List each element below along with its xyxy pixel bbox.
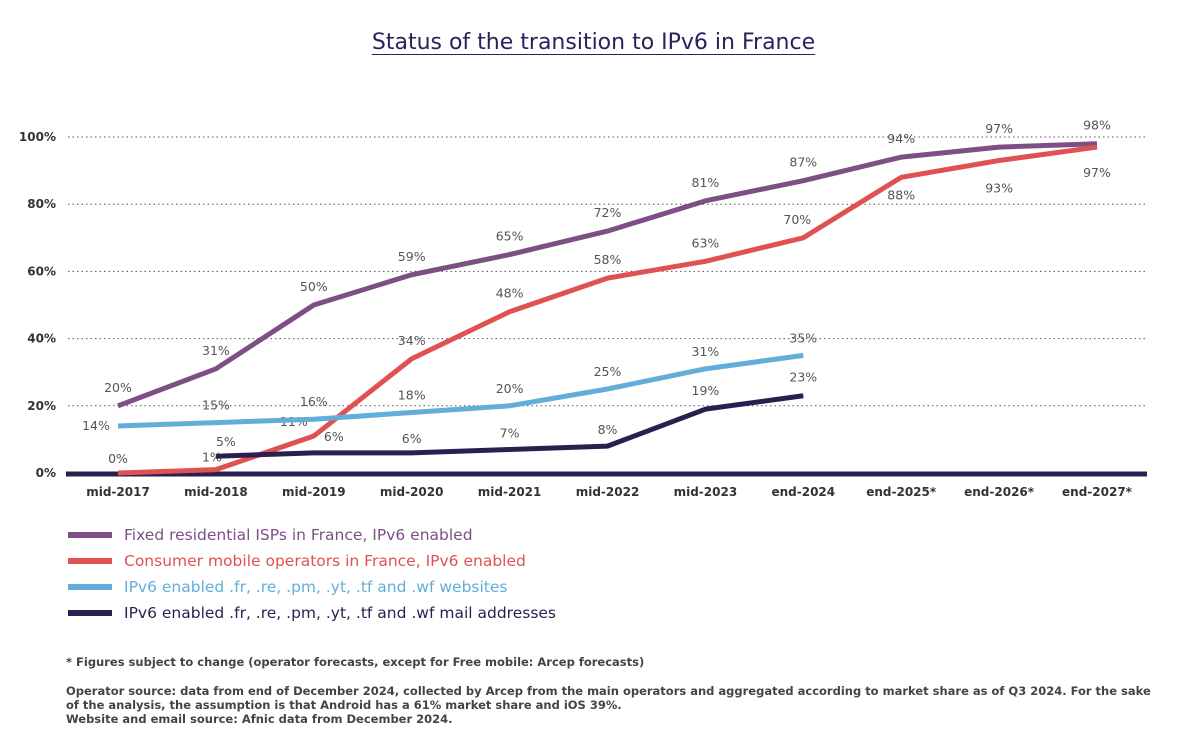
x-tick-label: mid-2022 bbox=[576, 485, 640, 499]
data-label: 59% bbox=[398, 249, 426, 264]
series-line-1 bbox=[117, 144, 1098, 476]
data-label: 7% bbox=[500, 425, 520, 440]
x-tick-label: mid-2019 bbox=[282, 485, 346, 499]
data-label: 65% bbox=[496, 229, 524, 244]
legend-item: Fixed residential ISPs in France, IPv6 e… bbox=[68, 522, 556, 548]
data-label: 35% bbox=[789, 330, 817, 345]
data-label: 63% bbox=[692, 235, 720, 250]
data-label: 6% bbox=[324, 429, 344, 444]
series-line-0 bbox=[117, 141, 1098, 409]
y-tick-label: 0% bbox=[36, 466, 56, 480]
data-label: 98% bbox=[1083, 118, 1111, 133]
data-label: 16% bbox=[300, 394, 328, 409]
data-label: 25% bbox=[594, 364, 622, 379]
line-chart: 0% 20% 40% 60% 80% 100% mid-2017 mid-2018 mid-20… bbox=[19, 118, 1147, 499]
legend-label: Consumer mobile operators in France, IPv… bbox=[124, 552, 526, 570]
x-tick-label: mid-2017 bbox=[86, 485, 150, 499]
legend-swatch bbox=[68, 558, 112, 564]
y-tick-label: 60% bbox=[27, 264, 56, 278]
data-label: 31% bbox=[692, 344, 720, 359]
legend-item: IPv6 enabled .fr, .re, .pm, .yt, .tf and… bbox=[68, 574, 556, 600]
data-label: 8% bbox=[598, 422, 618, 437]
data-label: 87% bbox=[789, 155, 817, 170]
data-label: 0% bbox=[108, 451, 128, 466]
operator-source-note: Operator source: data from end of Decemb… bbox=[66, 684, 1151, 712]
data-label: 1% bbox=[202, 450, 222, 465]
data-label: 97% bbox=[1083, 165, 1111, 180]
x-tick-label: mid-2018 bbox=[184, 485, 248, 499]
y-tick-label: 40% bbox=[27, 332, 56, 346]
data-label: 14% bbox=[82, 418, 110, 433]
x-tick-label: end-2025* bbox=[866, 485, 937, 499]
y-tick-label: 20% bbox=[27, 399, 56, 413]
legend-swatch bbox=[68, 532, 112, 538]
data-label: 6% bbox=[402, 431, 422, 446]
x-tick-label: end-2026* bbox=[964, 485, 1035, 499]
legend-swatch bbox=[68, 610, 112, 616]
legend-label: IPv6 enabled .fr, .re, .pm, .yt, .tf and… bbox=[124, 578, 508, 596]
series-line-2 bbox=[117, 352, 804, 429]
legend-swatch bbox=[68, 584, 112, 590]
y-tick-label: 100% bbox=[19, 130, 56, 144]
data-label: 97% bbox=[985, 121, 1013, 136]
legend-label: IPv6 enabled .fr, .re, .pm, .yt, .tf and… bbox=[124, 604, 557, 622]
data-label: 81% bbox=[692, 175, 720, 190]
x-tick-label: mid-2023 bbox=[674, 485, 738, 499]
data-label: 20% bbox=[496, 381, 524, 396]
data-label: 70% bbox=[783, 212, 811, 227]
data-label: 31% bbox=[202, 343, 230, 358]
x-tick-label: end-2024 bbox=[771, 485, 835, 499]
data-label: 5% bbox=[216, 434, 236, 449]
legend: Fixed residential ISPs in France, IPv6 e… bbox=[68, 522, 556, 626]
y-tick-label: 80% bbox=[27, 197, 56, 211]
data-label: 58% bbox=[594, 252, 622, 267]
data-label: 93% bbox=[985, 181, 1013, 196]
chart-title: Status of the transition to IPv6 in Fran… bbox=[371, 30, 816, 55]
data-label: 23% bbox=[789, 370, 817, 385]
data-label: 94% bbox=[887, 131, 915, 146]
data-label: 72% bbox=[594, 205, 622, 220]
web-source-note: Website and email source: Afnic data fro… bbox=[66, 712, 453, 726]
forecast-note: * Figures subject to change (operator fo… bbox=[66, 655, 645, 669]
data-label: 18% bbox=[398, 388, 426, 403]
data-label: 15% bbox=[202, 398, 230, 413]
legend-item: Consumer mobile operators in France, IPv… bbox=[68, 548, 556, 574]
legend-item: IPv6 enabled .fr, .re, .pm, .yt, .tf and… bbox=[68, 600, 556, 626]
series-line-3 bbox=[215, 393, 804, 459]
x-tick-label: mid-2021 bbox=[478, 485, 542, 499]
data-label: 48% bbox=[496, 286, 524, 301]
x-tick-label: mid-2020 bbox=[380, 485, 444, 499]
data-label: 34% bbox=[398, 333, 426, 348]
data-label: 88% bbox=[887, 187, 915, 202]
data-label: 20% bbox=[104, 380, 132, 395]
data-label: 19% bbox=[692, 383, 720, 398]
x-tick-label: end-2027* bbox=[1062, 485, 1133, 499]
legend-label: Fixed residential ISPs in France, IPv6 e… bbox=[124, 526, 473, 544]
data-label: 50% bbox=[300, 279, 328, 294]
